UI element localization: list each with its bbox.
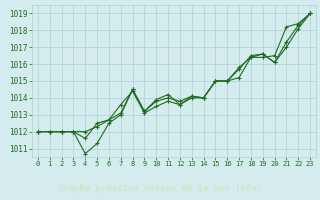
Text: Graphe pression niveau de la mer (hPa): Graphe pression niveau de la mer (hPa) <box>58 184 262 193</box>
